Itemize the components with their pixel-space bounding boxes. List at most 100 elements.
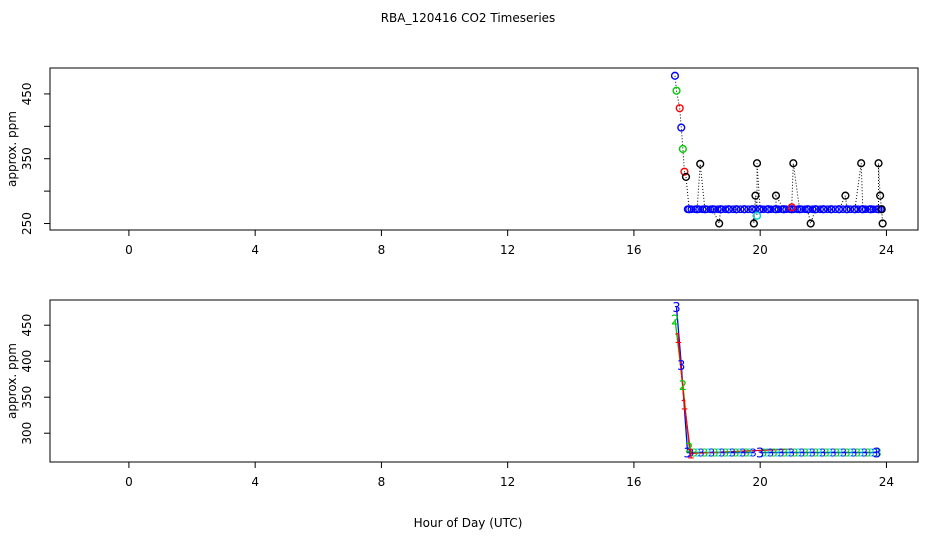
series-marker-label: 3: [767, 447, 774, 460]
panel-bottom-ylabel: approx. ppm: [5, 343, 19, 419]
panel-top-y-axis: 250 350 450: [20, 82, 50, 235]
data-point: [834, 205, 844, 214]
x-tick-label: 24: [879, 475, 894, 489]
panel-bottom-frame: [49, 299, 919, 463]
data-point: [751, 191, 760, 200]
data-point: [846, 205, 855, 214]
series-marker-label: 3: [823, 447, 830, 460]
series-marker-label: 3: [705, 447, 712, 460]
series-marker-label: 3: [843, 447, 850, 460]
data-point: [736, 205, 745, 214]
series-marker-label: 3: [861, 447, 868, 460]
data-point: [729, 205, 737, 214]
data-point: [692, 205, 702, 214]
series-marker-label: 3: [812, 447, 819, 460]
series-marker-label: 3: [781, 447, 788, 460]
data-point: [850, 205, 859, 214]
data-point: [771, 191, 781, 200]
panel-top-marks: [670, 71, 887, 228]
data-point: [787, 203, 796, 212]
data-point: [816, 205, 825, 214]
data-point: [878, 219, 887, 228]
data-point: [748, 205, 757, 214]
series-marker-label: 3: [756, 447, 764, 462]
data-point: [715, 219, 724, 228]
panel-bottom-x-axis: 0 4 8 12 16 20 24: [125, 462, 894, 489]
series-marker-label: 3: [871, 447, 878, 460]
series-marker-label: 3: [864, 447, 871, 460]
data-point: [732, 205, 741, 214]
data-point: [819, 205, 828, 214]
series-marker-label: 3: [722, 447, 729, 460]
data-point: [823, 205, 832, 214]
series-marker-label: 3: [672, 301, 680, 316]
data-point: [857, 159, 866, 168]
data-point: [861, 205, 870, 214]
series-marker-label: 1: [674, 332, 682, 347]
series-marker-label: 1: [687, 447, 695, 462]
data-point: [877, 205, 886, 214]
series-marker-label: 3: [805, 447, 812, 460]
y-tick-label: 450: [20, 82, 34, 105]
series-marker-label: 3: [739, 447, 746, 460]
panel-top-connector: [674, 75, 884, 226]
data-point: [752, 159, 762, 168]
x-tick-label: 8: [378, 243, 386, 257]
series-marker-label: 3: [750, 447, 757, 460]
series-marker-label: 3: [840, 447, 847, 460]
data-point: [795, 205, 804, 214]
series-marker-label: 3: [873, 447, 881, 462]
series-marker-label: 3: [774, 447, 781, 460]
data-point: [803, 205, 812, 214]
series-marker-label: 3: [701, 447, 708, 460]
figure-xlabel: Hour of Day (UTC): [414, 516, 523, 530]
data-point: [675, 104, 684, 113]
series-marker-label: 3: [830, 447, 837, 460]
data-point: [779, 205, 788, 214]
data-point: [759, 205, 768, 214]
series-marker-label: 3: [677, 359, 685, 374]
series-marker-label: 3: [732, 447, 739, 460]
series-marker-label: 3: [788, 447, 795, 460]
y-tick-label: 350: [20, 147, 34, 170]
series-marker-label: 3: [850, 447, 857, 460]
series-marker-label: 3: [694, 447, 701, 460]
data-point: [678, 144, 687, 154]
data-point: [831, 205, 840, 214]
y-tick-label: 300: [20, 422, 34, 445]
series-marker-label: 2: [679, 379, 687, 394]
series-marker-label: 3: [736, 447, 743, 460]
data-point: [685, 205, 694, 214]
series-marker-label: 1: [680, 398, 688, 413]
y-tick-label: 250: [20, 212, 34, 235]
x-tick-label: 20: [753, 243, 768, 257]
data-point: [771, 205, 781, 214]
data-point: [763, 205, 773, 214]
y-tick-label: 400: [20, 350, 34, 373]
data-point: [767, 205, 775, 214]
data-point: [681, 172, 691, 181]
data-point: [714, 205, 722, 214]
panel-bottom-y-axis: 300 350 400 450: [20, 314, 50, 445]
series-marker-label: 3: [708, 447, 715, 460]
data-point: [724, 205, 733, 214]
data-point: [721, 205, 730, 214]
series-marker-label: 3: [802, 447, 809, 460]
series-marker-label: 3: [746, 447, 753, 460]
data-point: [789, 159, 798, 168]
series-marker-label: 3: [771, 447, 778, 460]
x-tick-label: 4: [251, 243, 259, 257]
x-tick-label: 12: [500, 243, 515, 257]
series-marker-label: 2: [671, 313, 679, 328]
x-tick-label: 4: [251, 475, 259, 489]
x-tick-label: 16: [626, 243, 641, 257]
x-tick-label: 0: [125, 243, 133, 257]
series-marker-label: 3: [764, 447, 771, 460]
x-tick-label: 8: [378, 475, 386, 489]
series-marker-label: 3: [837, 447, 844, 460]
series-marker-label: 3: [833, 447, 840, 460]
data-point: [854, 205, 862, 214]
